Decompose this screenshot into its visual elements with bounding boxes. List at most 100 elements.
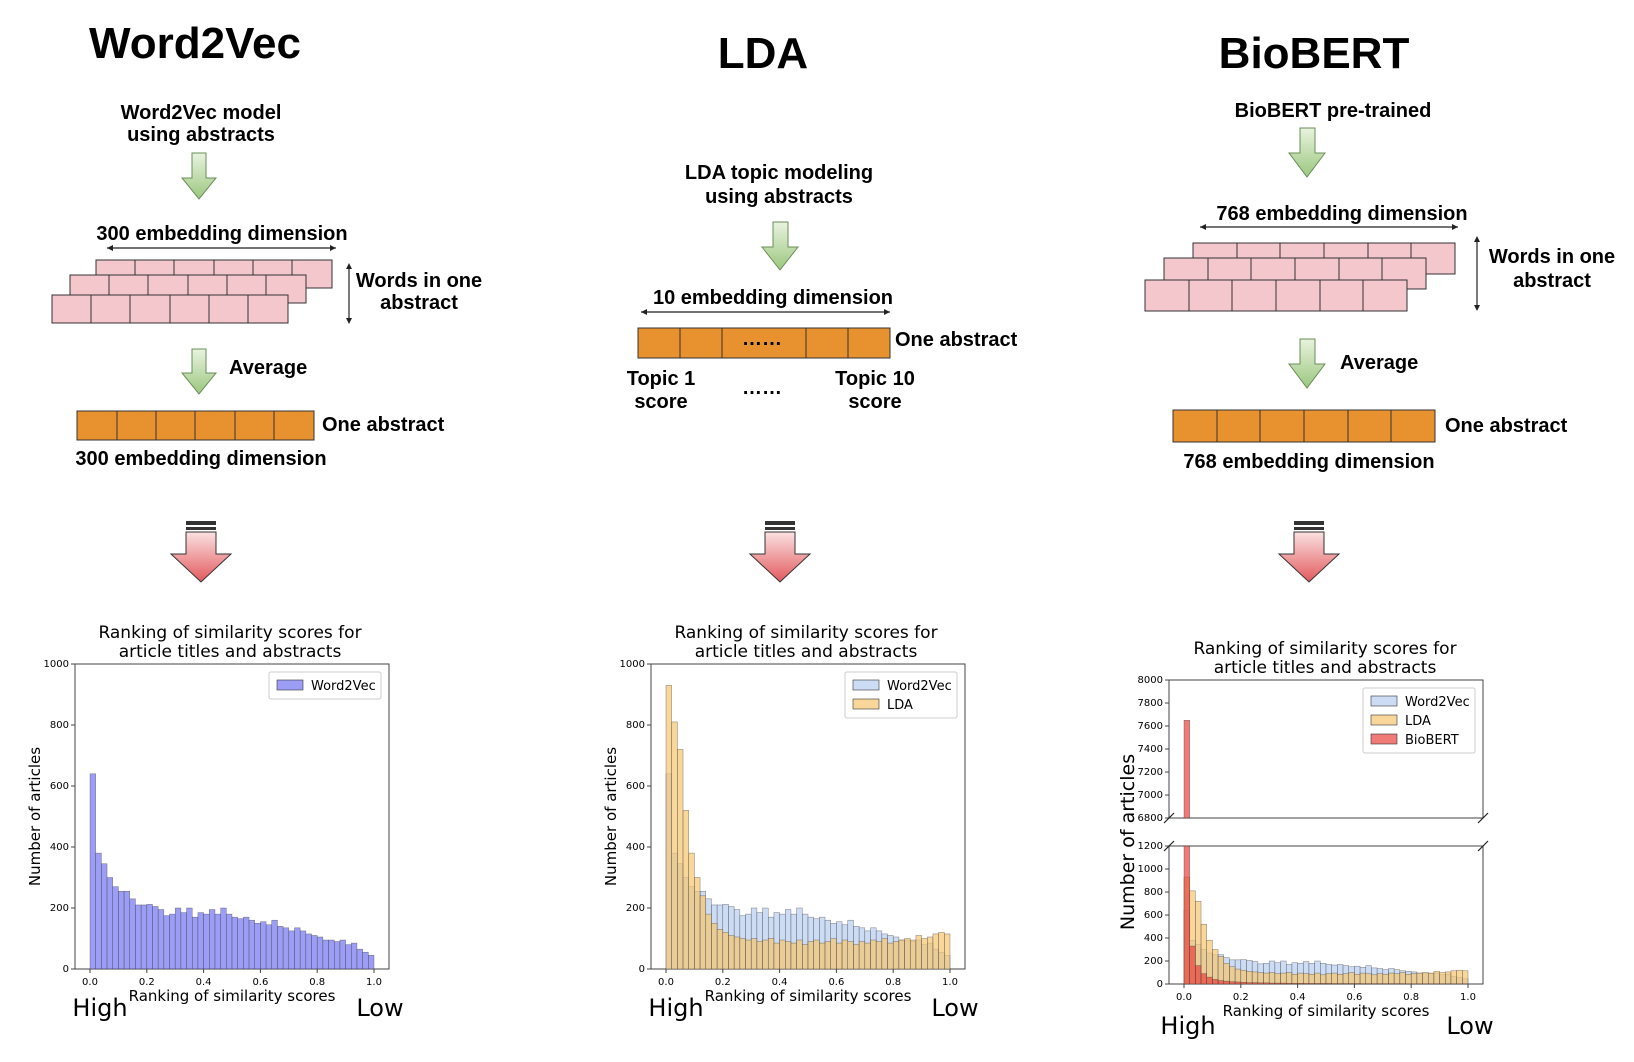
histogram-bar <box>944 933 951 970</box>
x-tick-label: 0.0 <box>82 977 98 988</box>
word2vec-one-abstract: One abstract <box>322 414 445 436</box>
chart-title-line1: Ranking of similarity scores for <box>98 623 361 643</box>
histogram-bar <box>1422 972 1429 985</box>
y-tick-label: 6800 <box>1138 813 1163 824</box>
x-tick-label: 0.8 <box>1403 992 1419 1003</box>
histogram-bar <box>756 941 763 970</box>
histogram-bar <box>864 942 871 970</box>
biobert-panel: BioBERT BioBERT pre-trained 768 embeddin… <box>1144 29 1615 583</box>
x-tick-label: 1.0 <box>1460 992 1476 1003</box>
histogram-bar <box>1183 845 1190 985</box>
histogram-bar <box>1229 981 1236 985</box>
histogram-bar <box>796 939 803 970</box>
histogram-bar <box>1371 974 1378 985</box>
histogram-bar <box>197 912 204 970</box>
histogram-bar <box>733 936 741 970</box>
histogram-bar <box>1320 974 1327 985</box>
y-tick-label: 800 <box>1144 887 1163 898</box>
word2vec-words-line1: Words in one <box>356 270 482 292</box>
y-tick-label: 0 <box>639 964 645 975</box>
y-tick-label: 1200 <box>1138 841 1163 852</box>
histogram-bar <box>1268 982 1276 985</box>
lda-panel: LDA LDA topic modeling using abstracts 1… <box>627 29 1018 583</box>
histogram-bar <box>716 929 724 970</box>
histogram-bar <box>1405 973 1412 985</box>
histogram-bar <box>1223 980 1230 985</box>
x-tick-label: 0.6 <box>828 977 844 988</box>
histogram-bar <box>739 938 746 970</box>
x-tick-label: 1.0 <box>942 977 958 988</box>
word2vec-model-line1: Word2Vec model <box>121 102 282 124</box>
axis-break-mark <box>1163 812 1175 824</box>
histogram-bar <box>699 895 707 970</box>
histogram-bar <box>260 921 267 970</box>
histogram-bar <box>112 886 119 970</box>
word2vec-model-line2: using abstracts <box>127 124 275 146</box>
chart-3: Ranking of similarity scores forarticle … <box>1117 639 1494 1040</box>
histogram-bar <box>243 916 250 970</box>
x-axis-label: Ranking of similarity scores <box>1223 1002 1430 1020</box>
histogram-bar <box>1308 983 1315 985</box>
histogram-bar <box>368 955 375 970</box>
histogram-bar <box>1410 973 1418 985</box>
legend-swatch <box>276 679 304 691</box>
histogram-bar <box>311 935 318 970</box>
x-tick-label: 0.0 <box>658 977 674 988</box>
histogram-bar <box>339 939 346 970</box>
histogram-bar <box>671 721 678 970</box>
word2vec-dim-bottom-label: 300 embedding dimension <box>75 448 326 470</box>
legend-label: BioBERT <box>1405 733 1459 748</box>
histogram-bar <box>1274 982 1281 985</box>
histogram-bar <box>146 904 153 970</box>
y-tick-label: 600 <box>1144 910 1163 921</box>
histogram-bar <box>106 877 113 970</box>
histogram-bar <box>1189 945 1196 985</box>
histogram-bar <box>1359 972 1367 985</box>
histogram-bar <box>140 904 148 970</box>
chart-title-line2: article titles and abstracts <box>1214 658 1437 678</box>
legend-swatch <box>1370 733 1398 745</box>
x-tick-label: 0.8 <box>309 977 325 988</box>
green-down-arrow-icon <box>180 152 218 200</box>
lda-title: LDA <box>718 29 808 78</box>
histogram-bar <box>1251 982 1259 985</box>
histogram-bar <box>1337 973 1344 985</box>
histogram-bar <box>813 939 820 970</box>
legend-label: LDA <box>887 698 913 713</box>
histogram-bar <box>1427 972 1435 985</box>
words-count-arrow-icon <box>346 263 352 324</box>
chart-title-line1: Ranking of similarity scores for <box>674 623 937 643</box>
legend-label: Word2Vec <box>887 679 952 694</box>
abstract-vector <box>1172 409 1436 443</box>
dimension-arrow-icon <box>107 245 336 251</box>
histogram-bar <box>1280 972 1287 985</box>
histogram-bar <box>237 918 244 970</box>
histogram-bar <box>1212 979 1219 985</box>
histogram-bar <box>1416 972 1423 985</box>
green-down-arrow-icon <box>1288 127 1326 178</box>
histogram-bar <box>1285 972 1293 985</box>
histogram-bar <box>830 938 837 970</box>
histogram-bar <box>1314 983 1321 985</box>
histogram-bar <box>129 898 136 970</box>
chart-1: Ranking of similarity scores forarticle … <box>26 623 404 1022</box>
lda-topic10-line1: Topic 10 <box>835 368 915 390</box>
chart-title-line2: article titles and abstracts <box>119 642 342 662</box>
axis-break-mark <box>1163 840 1175 852</box>
histogram-bar <box>135 904 142 970</box>
histogram-bar <box>299 930 307 970</box>
histogram-bar <box>1450 970 1457 985</box>
histogram-bar <box>1274 973 1281 985</box>
legend-swatch <box>1370 714 1398 726</box>
histogram-bar <box>226 913 233 970</box>
y-tick-label: 400 <box>626 842 645 853</box>
histogram-bar <box>773 942 780 970</box>
axis-break-mark <box>1477 812 1489 824</box>
green-down-arrow-icon <box>760 221 800 271</box>
histogram-bar <box>1291 983 1298 985</box>
histogram-bar <box>904 938 911 970</box>
histogram-bar <box>1263 982 1270 985</box>
histogram-bar <box>1297 983 1304 985</box>
histogram-bar <box>345 944 352 970</box>
histogram-bar <box>1399 972 1406 985</box>
